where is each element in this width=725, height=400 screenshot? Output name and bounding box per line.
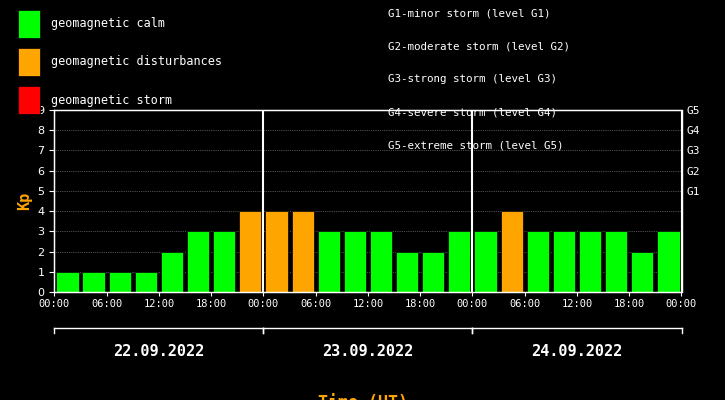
Bar xyxy=(187,231,210,292)
Text: G4-severe storm (level G4): G4-severe storm (level G4) xyxy=(388,107,557,117)
Text: 22.09.2022: 22.09.2022 xyxy=(113,344,204,359)
Bar xyxy=(265,211,288,292)
Bar xyxy=(57,272,78,292)
Bar xyxy=(291,211,314,292)
Bar xyxy=(552,231,575,292)
Bar xyxy=(631,252,653,292)
Bar xyxy=(526,231,549,292)
Bar xyxy=(135,272,157,292)
Text: G3-strong storm (level G3): G3-strong storm (level G3) xyxy=(388,74,557,84)
Bar xyxy=(213,231,236,292)
Text: geomagnetic storm: geomagnetic storm xyxy=(51,94,172,106)
Bar xyxy=(474,231,497,292)
Bar xyxy=(579,231,601,292)
Bar xyxy=(109,272,130,292)
Bar xyxy=(161,252,183,292)
Bar xyxy=(239,211,262,292)
Bar xyxy=(370,231,392,292)
Bar xyxy=(658,231,679,292)
Text: G5-extreme storm (level G5): G5-extreme storm (level G5) xyxy=(388,140,563,150)
Bar xyxy=(344,231,366,292)
Text: G1-minor storm (level G1): G1-minor storm (level G1) xyxy=(388,9,550,19)
Text: geomagnetic disturbances: geomagnetic disturbances xyxy=(51,56,222,68)
Y-axis label: Kp: Kp xyxy=(17,192,32,210)
Bar xyxy=(422,252,444,292)
Text: Time (UT): Time (UT) xyxy=(318,394,407,400)
Bar xyxy=(396,252,418,292)
Bar xyxy=(318,231,340,292)
Text: G2-moderate storm (level G2): G2-moderate storm (level G2) xyxy=(388,42,570,52)
Bar xyxy=(500,211,523,292)
Bar xyxy=(83,272,104,292)
Text: 24.09.2022: 24.09.2022 xyxy=(531,344,623,359)
Text: 23.09.2022: 23.09.2022 xyxy=(323,344,413,359)
Text: geomagnetic calm: geomagnetic calm xyxy=(51,18,165,30)
Bar xyxy=(448,231,471,292)
Bar xyxy=(605,231,627,292)
